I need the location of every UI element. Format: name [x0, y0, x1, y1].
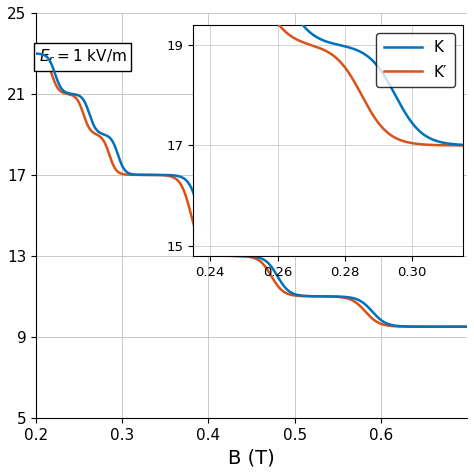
X-axis label: B (T): B (T) [228, 448, 275, 467]
Text: $E_r = 1\ \mathrm{kV/m}$: $E_r = 1\ \mathrm{kV/m}$ [38, 47, 127, 66]
